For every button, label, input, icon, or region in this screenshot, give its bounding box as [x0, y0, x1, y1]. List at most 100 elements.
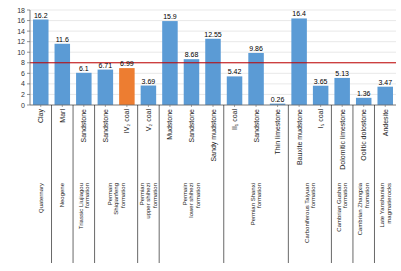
formation-line: formation — [152, 183, 158, 208]
y-tick — [27, 52, 30, 53]
formation-line: formation — [342, 183, 348, 208]
formation-line: upper shihezi — [145, 183, 151, 219]
formation-line: formation — [120, 183, 126, 208]
category-label: Marl — [59, 109, 66, 123]
formation-line: magmatierocks — [386, 183, 392, 224]
category-label: I₅ coal — [317, 109, 324, 129]
x-labels: Clay Marl Sandstone Sandstone IV₂ coal V₂ coa… — [37, 105, 388, 170]
y-tick — [27, 62, 30, 63]
x-tick — [62, 105, 63, 107]
bar — [184, 59, 200, 105]
bar — [313, 86, 329, 105]
category-label: Sandstone — [80, 109, 87, 143]
x-tick — [277, 105, 278, 107]
bar — [76, 73, 92, 105]
formation-labels: Quaternary Neogene Triassic Liujiagouforma… — [38, 105, 392, 263]
bar — [98, 70, 114, 105]
y-tick — [27, 94, 30, 95]
y-tick — [27, 10, 30, 11]
bar — [248, 53, 264, 105]
data-label: 5.42 — [228, 68, 242, 75]
data-label: 16.2 — [34, 12, 48, 19]
data-label: 12.55 — [204, 31, 222, 38]
y-tick — [27, 41, 30, 42]
data-label: 16.4 — [292, 10, 306, 17]
formation-label: PermainShiqianfengformation — [107, 183, 126, 215]
x-tick — [126, 105, 127, 107]
data-label: 15.9 — [163, 13, 177, 20]
formation-label: Cambrian Gushanformation — [336, 183, 349, 232]
grid — [30, 10, 396, 105]
formation-line: Cambrian Gushan — [336, 183, 342, 232]
bar — [356, 98, 372, 105]
formation-line: Shiqianfeng — [113, 183, 119, 215]
formation-line: Carboniferous Taiyuan — [304, 183, 310, 243]
y-tick-label: 16 — [17, 17, 25, 24]
category-label: IV₂ coal — [123, 109, 130, 134]
formation-line: formation — [84, 183, 90, 208]
formation-label: Neogene — [59, 182, 65, 207]
formation-line: formation — [256, 183, 262, 208]
y-tick — [27, 105, 30, 106]
group-separator — [73, 105, 74, 263]
x-tick — [256, 105, 257, 107]
x-tick — [40, 105, 41, 107]
formation-label: Triassic Liujiagouformation — [78, 183, 91, 229]
category-label: V₂ coal — [145, 109, 152, 132]
formation-line: fromation — [364, 183, 370, 208]
data-label: 11.6 — [56, 36, 69, 43]
data-label: 3.65 — [314, 78, 328, 85]
y-tick-label: 8 — [21, 59, 25, 66]
data-label: 6.1 — [79, 65, 89, 72]
formation-label: Permainlower shiheziformation — [182, 183, 201, 218]
group-separator — [352, 105, 353, 263]
category-label: Mudstone — [166, 109, 173, 140]
x-tick — [385, 105, 386, 107]
group-separator — [331, 105, 332, 263]
y-tick-label: 12 — [17, 38, 25, 45]
data-label: 9.86 — [249, 45, 263, 52]
group-separator — [223, 105, 224, 263]
data-label: 6.99 — [120, 60, 134, 67]
formation-line: Permain — [182, 183, 188, 205]
y-tick-label: 2 — [21, 91, 25, 98]
category-label: Sandstone — [102, 109, 109, 143]
group-separator — [137, 105, 138, 263]
formation-label: Quaternary — [38, 183, 44, 213]
grid-line — [30, 20, 396, 21]
formation-line: formation — [195, 183, 201, 208]
bar — [291, 18, 307, 105]
bar — [227, 76, 243, 105]
x-tick — [105, 105, 106, 107]
y-tick-label: 10 — [17, 49, 25, 56]
formation-line: Permian Shanxi — [250, 183, 256, 225]
y-tick-label: 0 — [21, 102, 25, 109]
y-tick-label: 4 — [21, 80, 25, 87]
x-tick — [234, 105, 235, 107]
x-tick — [342, 105, 343, 107]
data-label: 3.69 — [142, 78, 156, 85]
formation-line: Neogene — [59, 182, 65, 207]
bar — [119, 68, 135, 105]
x-tick — [213, 105, 214, 107]
x-tick — [320, 105, 321, 107]
x-tick — [299, 105, 300, 107]
y-tick-label: 14 — [17, 28, 25, 35]
formation-label: Permian Shanxiformation — [250, 183, 263, 225]
data-labels: 16.211.66.16.716.993.6915.98.6812.555.42… — [34, 10, 392, 102]
x-tick — [363, 105, 364, 107]
group-separator — [159, 105, 160, 263]
formation-line: Cambrian Zhangxia — [357, 182, 363, 235]
bar — [141, 86, 157, 105]
category-label: Bauxite mudstone — [296, 109, 303, 165]
formation-line: Permian — [139, 183, 145, 205]
bars — [33, 18, 393, 105]
y-axis: 024681012141618 — [17, 7, 30, 109]
category-label: Clay — [37, 109, 45, 124]
data-label: 3.47 — [378, 79, 392, 86]
category-label: Andesite — [382, 109, 389, 136]
data-label: 6.71 — [99, 62, 113, 69]
formation-label: Carboniferous Taiyuanformation — [304, 183, 317, 243]
category-label: Thin limestone — [274, 109, 281, 155]
category-label: II₁ coal — [231, 109, 238, 130]
